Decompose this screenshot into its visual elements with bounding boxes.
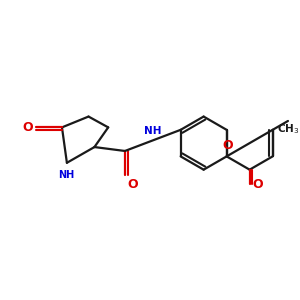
Text: O: O [222,140,233,152]
Text: CH$_3$: CH$_3$ [277,122,299,136]
Text: O: O [127,178,137,190]
Text: NH: NH [58,170,74,180]
Text: O: O [253,178,263,191]
Text: O: O [23,121,33,134]
Text: NH: NH [144,127,161,136]
